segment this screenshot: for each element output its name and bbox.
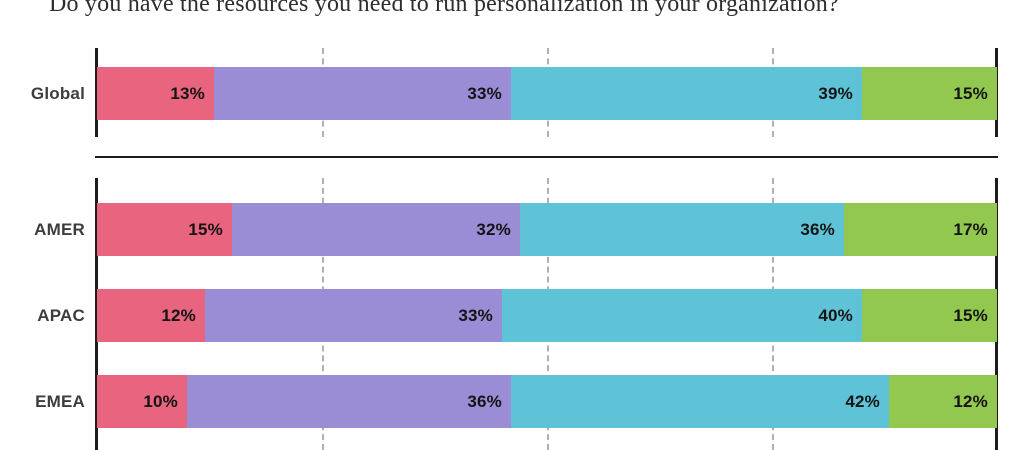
bar-segment-pink: 13%	[97, 67, 214, 120]
bar-segment-pink: 10%	[97, 375, 187, 428]
segment-value-label: 12%	[953, 391, 988, 411]
bar-segment-green: 15%	[862, 67, 997, 120]
segment-value-label: 17%	[953, 219, 988, 239]
segment-value-label: 33%	[467, 83, 502, 103]
left-axis-line	[95, 178, 98, 450]
bar-segment-teal: 40%	[502, 289, 862, 342]
segment-value-label: 15%	[953, 305, 988, 325]
segment-value-label: 13%	[170, 83, 205, 103]
segment-value-label: 39%	[818, 83, 853, 103]
segment-value-label: 36%	[800, 219, 835, 239]
left-axis-line	[95, 48, 98, 137]
bar-row-apac: 12% 33% 40% 15%	[97, 289, 997, 342]
segment-value-label: 15%	[953, 83, 988, 103]
category-label-apac: APAC	[37, 305, 85, 325]
bar-segment-purple: 36%	[187, 375, 511, 428]
bar-segment-teal: 42%	[511, 375, 889, 428]
bar-row-emea: 10% 36% 42% 12%	[97, 375, 997, 428]
segment-value-label: 33%	[458, 305, 493, 325]
category-label-amer: AMER	[34, 219, 85, 239]
category-label-emea: EMEA	[35, 391, 85, 411]
bar-segment-green: 17%	[844, 203, 997, 256]
segment-value-label: 15%	[188, 219, 223, 239]
segment-value-label: 36%	[467, 391, 502, 411]
bar-segment-pink: 15%	[97, 203, 232, 256]
bar-segment-purple: 32%	[232, 203, 520, 256]
category-label-global: Global	[30, 83, 85, 103]
segment-value-label: 12%	[161, 305, 196, 325]
chart-title: Do you have the resources you need to ru…	[49, 0, 839, 17]
bar-segment-pink: 12%	[97, 289, 205, 342]
segment-value-label: 42%	[845, 391, 880, 411]
bar-segment-teal: 39%	[511, 67, 862, 120]
bar-segment-green: 15%	[862, 289, 997, 342]
bar-row-global: 13% 33% 39% 15%	[97, 67, 997, 120]
segment-value-label: 32%	[476, 219, 511, 239]
segment-value-label: 40%	[818, 305, 853, 325]
bar-segment-teal: 36%	[520, 203, 844, 256]
bar-segment-purple: 33%	[214, 67, 511, 120]
bar-row-amer: 15% 32% 36% 17%	[97, 203, 997, 256]
bar-segment-green: 12%	[889, 375, 997, 428]
section-divider	[95, 156, 998, 158]
segment-value-label: 10%	[143, 391, 178, 411]
bar-segment-purple: 33%	[205, 289, 502, 342]
